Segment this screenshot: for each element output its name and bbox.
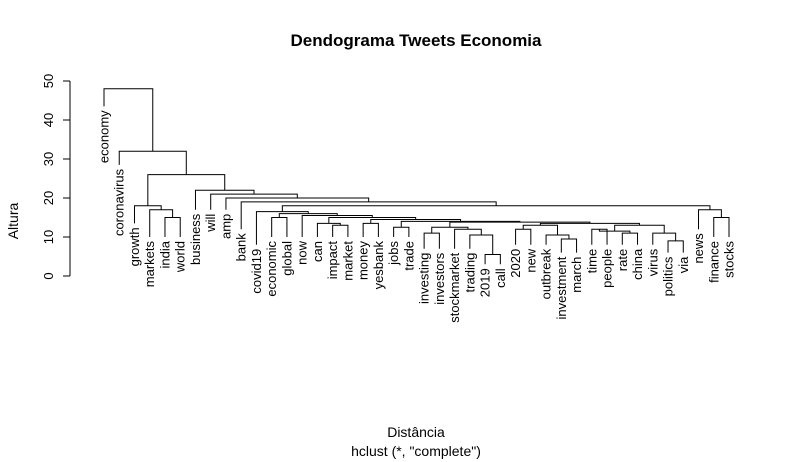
y-tick-label-10: 10: [41, 230, 56, 244]
dendrogram-link: [621, 232, 639, 245]
chart-title: Dendograma Tweets Economia: [291, 31, 543, 50]
leaf-label: will: [203, 214, 218, 233]
leaf-label: china: [630, 248, 645, 280]
leaf-label: growth: [127, 227, 142, 266]
dendrogram-links: [103, 88, 730, 265]
leaf-label: 2020: [508, 249, 523, 278]
dendrogram-link: [667, 240, 684, 253]
leaf-label: investment: [554, 256, 569, 319]
dendrogram-link: [431, 226, 469, 234]
leaf-label: economic: [264, 241, 279, 297]
dendrogram-link: [194, 189, 255, 210]
leaf-label: via: [676, 256, 691, 273]
dendrogram-link: [103, 88, 154, 152]
dendrogram-link: [423, 232, 440, 249]
dendrogram-link: [301, 215, 373, 237]
dendrogram-link: [149, 209, 174, 237]
leaf-label: economy: [97, 110, 112, 163]
leaf-label: virus: [645, 248, 660, 276]
leaf-label: bank: [234, 233, 249, 262]
dendrogram-link: [515, 228, 532, 245]
dendrogram-link: [614, 224, 665, 234]
leaf-label: money: [356, 241, 371, 281]
y-tick-label-20: 20: [41, 191, 56, 205]
leaf-label: call: [493, 268, 508, 288]
leaf-label: business: [188, 213, 203, 265]
dendrogram-link: [484, 254, 501, 265]
dendrogram-link: [133, 205, 162, 224]
y-axis-title: Altura: [5, 203, 21, 240]
dendrogram-link: [271, 217, 288, 237]
dendrogram-link: [255, 211, 309, 245]
leaf-label: now: [295, 240, 310, 264]
leaf-label: finance: [706, 241, 721, 283]
y-tick-label-50: 50: [41, 74, 56, 88]
dendrogram-link: [522, 224, 559, 236]
leaf-label: market: [340, 241, 355, 281]
leaf-label: impact: [325, 241, 340, 280]
dendrogram-link: [332, 224, 349, 237]
y-tick-label-40: 40: [41, 113, 56, 127]
leaf-label: can: [310, 241, 325, 262]
dendrogram-link: [281, 205, 711, 212]
leaf-label: stocks: [722, 241, 737, 278]
y-tick-label-30: 30: [41, 152, 56, 166]
chart-subtitle: hclust (*, "complete"): [351, 443, 481, 459]
dendrogram-link: [560, 238, 578, 253]
leaf-label: world: [173, 241, 188, 273]
leaf-label: people: [600, 249, 615, 288]
leaf-label: investing: [417, 253, 432, 304]
leaf-label: news: [691, 233, 706, 264]
dendrogram-link: [393, 226, 410, 237]
dendrogram-link: [164, 217, 181, 237]
x-axis-title: Distância: [387, 424, 445, 440]
dendrogram-link: [652, 232, 677, 245]
dendrogram-link: [469, 234, 494, 255]
leaf-label: 2019: [478, 268, 493, 297]
leaf-label: india: [157, 240, 172, 268]
dendrogram-link: [118, 150, 187, 175]
dendrogram-link: [698, 209, 722, 230]
dendrogram-link: [454, 228, 482, 249]
leaf-label: stockmarket: [447, 252, 462, 322]
dendrogram-link: [713, 217, 730, 237]
leaf-label: coronavirus: [112, 168, 127, 236]
leaf-label: trade: [401, 241, 416, 271]
dendrogram-link: [328, 217, 417, 224]
leaf-label: rate: [615, 249, 630, 271]
leaf-label: yesbank: [371, 241, 386, 290]
leaf-label: time: [584, 249, 599, 274]
dendrogram-link: [225, 197, 370, 210]
leaf-label: politics: [661, 256, 676, 296]
leaf-label: jobs: [386, 241, 401, 266]
leaf-label: outbreak: [539, 248, 554, 299]
leaf-label: covid19: [249, 249, 264, 294]
dendrogram-link: [362, 222, 379, 237]
leaf-label: global: [279, 241, 294, 276]
leaf-label: markets: [142, 241, 157, 288]
leaf-label: trading: [462, 253, 477, 293]
y-tick-label-0: 0: [41, 272, 56, 279]
dendrogram-link: [545, 234, 570, 245]
leaf-label: march: [569, 257, 584, 293]
leaf-label: new: [523, 248, 538, 272]
leaf-label: investors: [432, 252, 447, 305]
leaf-label: amp: [218, 214, 233, 239]
y-axis: 0 10 20 30 40 50: [41, 74, 71, 280]
